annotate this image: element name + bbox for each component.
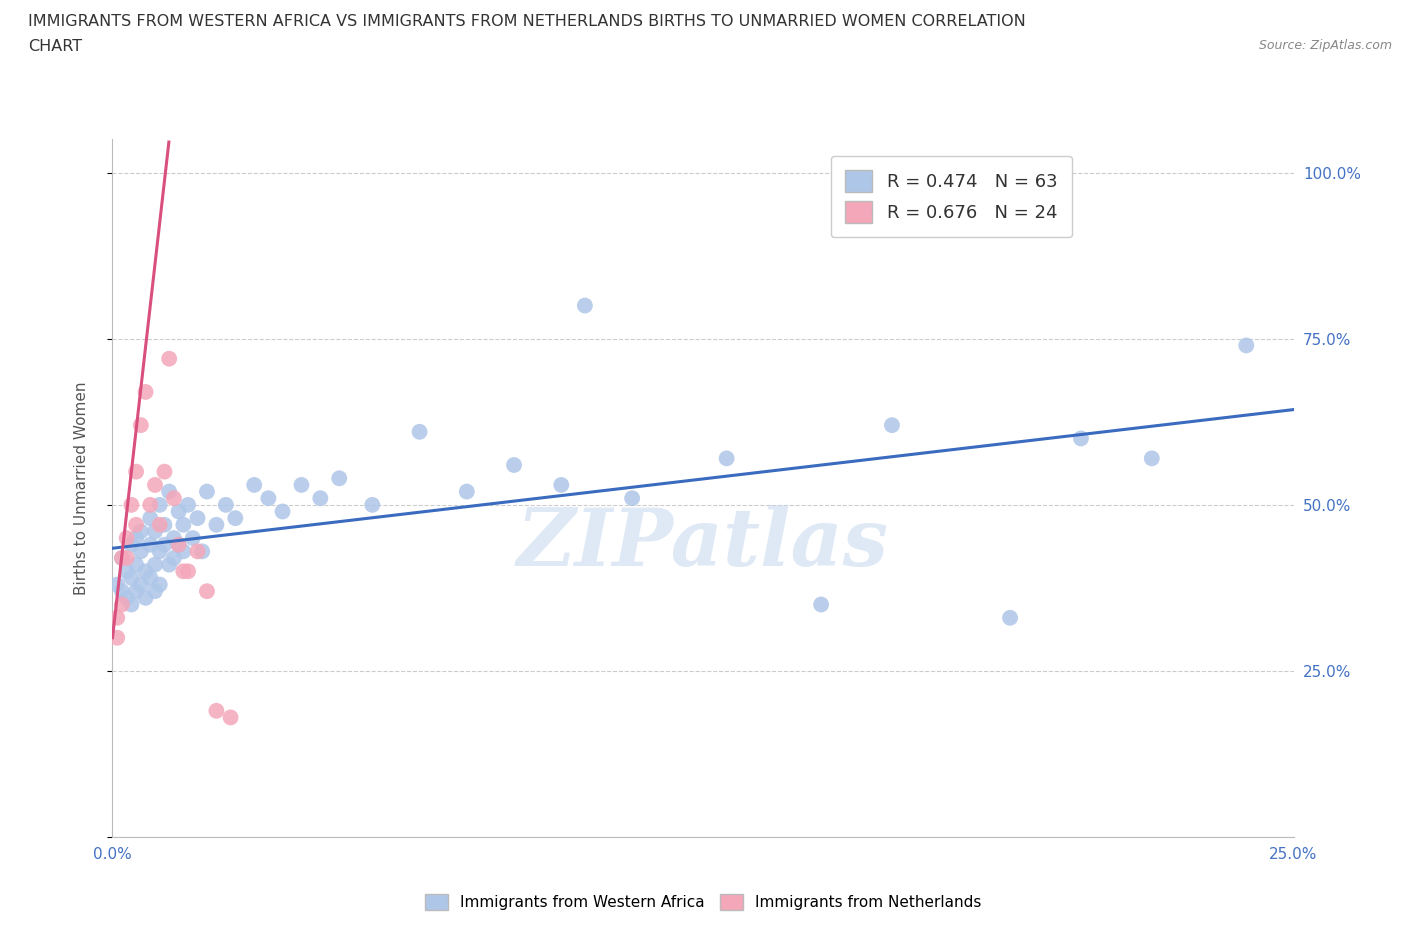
Point <box>163 551 186 565</box>
Point <box>257 491 280 506</box>
Point <box>120 498 142 512</box>
Point <box>139 498 162 512</box>
Point <box>115 591 138 605</box>
Point <box>998 610 1021 625</box>
Point <box>143 477 166 492</box>
Point <box>139 538 162 552</box>
Text: CHART: CHART <box>28 39 82 54</box>
Y-axis label: Births to Unmarried Women: Births to Unmarried Women <box>75 381 89 595</box>
Point <box>105 578 128 592</box>
Point <box>456 485 478 499</box>
Point <box>157 485 180 499</box>
Point <box>120 597 142 612</box>
Legend: Immigrants from Western Africa, Immigrants from Netherlands: Immigrants from Western Africa, Immigran… <box>418 886 988 918</box>
Point <box>149 517 172 532</box>
Point <box>186 544 208 559</box>
Point <box>143 524 166 538</box>
Point <box>309 491 332 506</box>
Point <box>129 524 152 538</box>
Point <box>181 531 204 546</box>
Point <box>163 531 186 546</box>
Point <box>129 544 152 559</box>
Point <box>125 517 148 532</box>
Point <box>172 517 194 532</box>
Point <box>139 570 162 585</box>
Point <box>115 531 138 546</box>
Text: IMMIGRANTS FROM WESTERN AFRICA VS IMMIGRANTS FROM NETHERLANDS BIRTHS TO UNMARRIE: IMMIGRANTS FROM WESTERN AFRICA VS IMMIGR… <box>28 14 1026 29</box>
Point <box>224 511 246 525</box>
Point <box>125 531 148 546</box>
Point <box>135 591 157 605</box>
Point <box>215 498 238 512</box>
Point <box>149 544 172 559</box>
Point <box>177 498 200 512</box>
Point <box>111 551 134 565</box>
Point <box>167 504 190 519</box>
Point <box>880 418 903 432</box>
Point <box>195 584 218 599</box>
Point <box>125 584 148 599</box>
Point <box>157 557 180 572</box>
Point <box>191 544 214 559</box>
Point <box>135 384 157 399</box>
Point <box>120 538 142 552</box>
Point <box>205 517 228 532</box>
Point <box>157 352 180 366</box>
Point <box>205 703 228 718</box>
Point <box>621 491 644 506</box>
Point <box>163 491 186 506</box>
Point <box>125 464 148 479</box>
Point <box>271 504 294 519</box>
Point <box>219 710 242 724</box>
Point <box>153 464 176 479</box>
Text: Source: ZipAtlas.com: Source: ZipAtlas.com <box>1258 39 1392 52</box>
Point <box>129 578 152 592</box>
Point <box>143 584 166 599</box>
Point <box>172 564 194 578</box>
Point <box>408 424 430 439</box>
Point <box>143 557 166 572</box>
Point <box>328 471 350 485</box>
Point <box>361 498 384 512</box>
Point <box>290 477 312 492</box>
Point <box>1140 451 1163 466</box>
Point <box>153 538 176 552</box>
Point <box>153 517 176 532</box>
Point <box>716 451 738 466</box>
Point <box>503 458 526 472</box>
Point <box>574 299 596 313</box>
Legend: R = 0.474   N = 63, R = 0.676   N = 24: R = 0.474 N = 63, R = 0.676 N = 24 <box>831 155 1071 237</box>
Point <box>177 564 200 578</box>
Text: ZIPatlas: ZIPatlas <box>517 505 889 583</box>
Point <box>120 570 142 585</box>
Point <box>105 610 128 625</box>
Point <box>243 477 266 492</box>
Point <box>129 418 152 432</box>
Point <box>115 551 138 565</box>
Point <box>105 631 128 645</box>
Point <box>1234 338 1257 352</box>
Point <box>550 477 572 492</box>
Point <box>149 498 172 512</box>
Point <box>1070 431 1092 445</box>
Point <box>111 584 134 599</box>
Point <box>125 557 148 572</box>
Point <box>111 551 134 565</box>
Point <box>186 511 208 525</box>
Point <box>195 485 218 499</box>
Point <box>139 511 162 525</box>
Point <box>172 544 194 559</box>
Point <box>810 597 832 612</box>
Point <box>111 597 134 612</box>
Point <box>149 578 172 592</box>
Point <box>167 538 190 552</box>
Point <box>115 564 138 578</box>
Point <box>135 564 157 578</box>
Point <box>167 538 190 552</box>
